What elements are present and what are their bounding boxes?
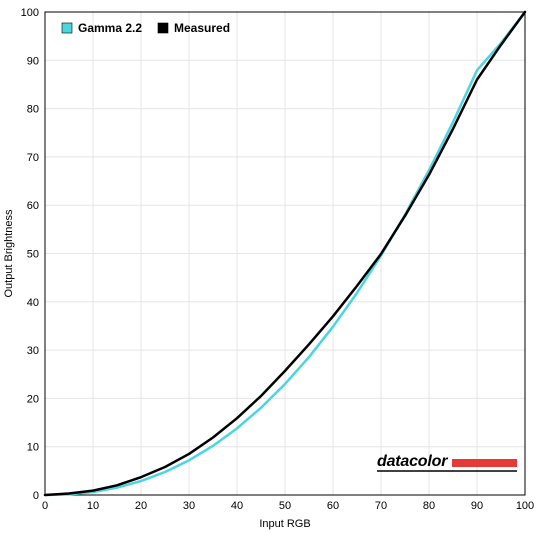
svg-text:10: 10 (87, 500, 99, 512)
svg-text:60: 60 (27, 200, 39, 212)
legend-label: Gamma 2.2 (78, 21, 142, 35)
svg-text:10: 10 (27, 442, 39, 454)
svg-text:0: 0 (33, 490, 39, 502)
svg-text:30: 30 (183, 500, 195, 512)
svg-text:70: 70 (375, 500, 387, 512)
svg-text:20: 20 (27, 393, 39, 405)
svg-text:100: 100 (516, 500, 534, 512)
svg-text:50: 50 (27, 249, 39, 261)
svg-text:90: 90 (27, 55, 39, 67)
svg-text:90: 90 (471, 500, 483, 512)
brand-bar (452, 459, 517, 467)
svg-text:40: 40 (27, 297, 39, 309)
svg-text:20: 20 (135, 500, 147, 512)
legend-label: Measured (174, 21, 230, 35)
svg-text:60: 60 (327, 500, 339, 512)
x-axis-label: Input RGB (259, 518, 310, 530)
y-axis-label: Output Brightness (3, 209, 15, 298)
svg-text:0: 0 (42, 500, 48, 512)
svg-text:80: 80 (27, 104, 39, 116)
gamma-chart: 0 10 20 30 40 50 60 70 80 90 100 0 10 20 30 40 50 60 70 80 9… (0, 0, 537, 538)
chart-svg: 0 10 20 30 40 50 60 70 80 90 100 0 10 20 30 40 50 60 70 80 9… (0, 0, 537, 538)
svg-text:30: 30 (27, 345, 39, 357)
svg-text:40: 40 (231, 500, 243, 512)
brand-text: datacolor (377, 453, 448, 470)
svg-text:70: 70 (27, 152, 39, 164)
svg-text:50: 50 (279, 500, 291, 512)
svg-text:80: 80 (423, 500, 435, 512)
svg-text:100: 100 (21, 7, 39, 19)
